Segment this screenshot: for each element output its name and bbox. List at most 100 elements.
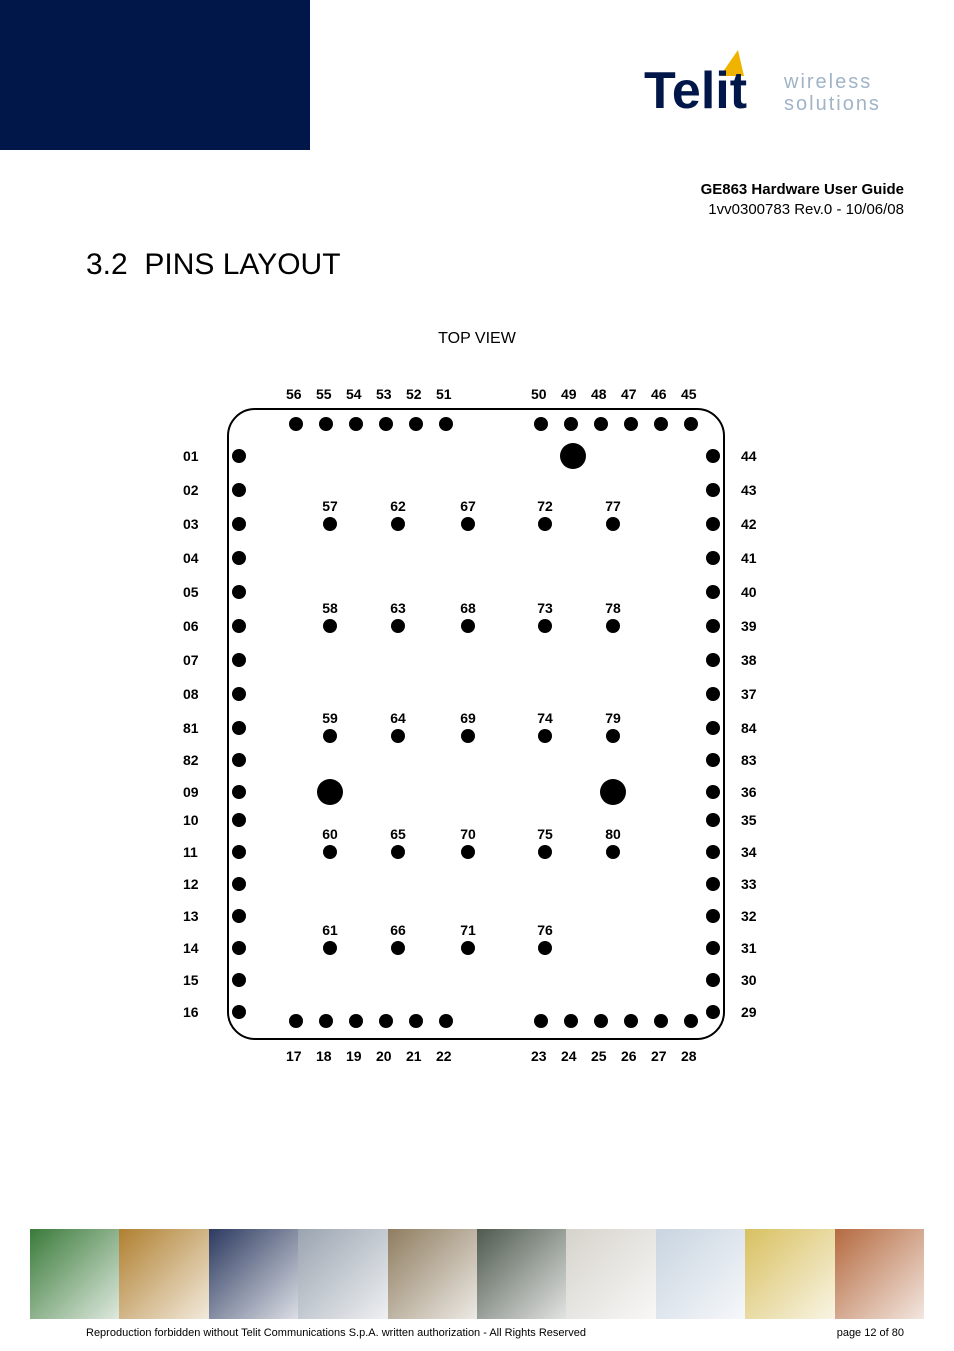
pin-label-inner-77: 77 (603, 498, 623, 514)
pin-right-40 (706, 585, 720, 599)
pin-right-42 (706, 517, 720, 531)
pin-label-right-37: 37 (741, 686, 757, 702)
pin-right-39 (706, 619, 720, 633)
pin-label-right-29: 29 (741, 1004, 757, 1020)
pin-bottom-25 (594, 1014, 608, 1028)
pin-label-inner-78: 78 (603, 600, 623, 616)
footer-copyright: Reproduction forbidden without Telit Com… (86, 1327, 586, 1339)
pin-label-right-39: 39 (741, 618, 757, 634)
pin-left-08 (232, 687, 246, 701)
pin-top-51 (439, 417, 453, 431)
pin-bottom-24 (564, 1014, 578, 1028)
pin-label-left-04: 04 (183, 550, 199, 566)
pin-label-left-09: 09 (183, 784, 199, 800)
pin-label-top-56: 56 (286, 386, 302, 402)
pin-label-inner-69: 69 (458, 710, 478, 726)
pin-label-top-47: 47 (621, 386, 637, 402)
pin-left-07 (232, 653, 246, 667)
pin-top-48 (594, 417, 608, 431)
section-heading: 3.2 PINS LAYOUT (86, 248, 341, 282)
pin-top-53 (379, 417, 393, 431)
pin-left-82 (232, 753, 246, 767)
pin-label-left-13: 13 (183, 908, 199, 924)
pin-top-50 (534, 417, 548, 431)
pin-label-bottom-28: 28 (681, 1048, 697, 1064)
pin-left-81 (232, 721, 246, 735)
pin-label-left-14: 14 (183, 940, 199, 956)
pin-label-top-50: 50 (531, 386, 547, 402)
pin-top-56 (289, 417, 303, 431)
pin-left-13 (232, 909, 246, 923)
pin-label-bottom-19: 19 (346, 1048, 362, 1064)
pin-label-inner-66: 66 (388, 922, 408, 938)
footer-band-2 (209, 1229, 298, 1319)
pin-label-inner-80: 80 (603, 826, 623, 842)
doc-title: GE863 Hardware User Guide (701, 180, 904, 200)
pin-label-inner-61: 61 (320, 922, 340, 938)
footer-band-0 (30, 1229, 119, 1319)
pin-label-left-01: 01 (183, 448, 199, 464)
pin-label-right-34: 34 (741, 844, 757, 860)
pin-label-inner-71: 71 (458, 922, 478, 938)
pin-label-right-36: 36 (741, 784, 757, 800)
pin-left-14 (232, 941, 246, 955)
pin-right-84 (706, 721, 720, 735)
pin-left-15 (232, 973, 246, 987)
pin-inner-75 (538, 845, 552, 859)
footer-image-strip (30, 1229, 924, 1319)
pin-label-bottom-18: 18 (316, 1048, 332, 1064)
pin-left-01 (232, 449, 246, 463)
pin-label-right-83: 83 (741, 752, 757, 768)
pin-label-inner-70: 70 (458, 826, 478, 842)
pin-inner-61 (323, 941, 337, 955)
pin-label-left-11: 11 (183, 844, 198, 860)
pin-bottom-22 (439, 1014, 453, 1028)
pin-right-41 (706, 551, 720, 565)
pin-inner-58 (323, 619, 337, 633)
pin-label-right-42: 42 (741, 516, 757, 532)
pin-label-right-44: 44 (741, 448, 757, 464)
footer-band-5 (477, 1229, 566, 1319)
pin-label-left-10: 10 (183, 812, 199, 828)
pin-label-inner-58: 58 (320, 600, 340, 616)
brand-logo: Telit wireless solutions (644, 50, 904, 120)
pin-label-bottom-25: 25 (591, 1048, 607, 1064)
pin-label-left-15: 15 (183, 972, 199, 988)
pin-label-inner-64: 64 (388, 710, 408, 726)
pin-label-inner-59: 59 (320, 710, 340, 726)
pin-inner-74 (538, 729, 552, 743)
pin-label-right-40: 40 (741, 584, 757, 600)
pin-label-top-51: 51 (436, 386, 452, 402)
pin-bottom-18 (319, 1014, 333, 1028)
pin-label-top-49: 49 (561, 386, 577, 402)
pin-inner-70 (461, 845, 475, 859)
pin-label-left-05: 05 (183, 584, 199, 600)
pin-diagram: 0102030405060708818209101112131415164443… (185, 378, 765, 1092)
pin-label-top-45: 45 (681, 386, 697, 402)
pin-label-inner-72: 72 (535, 498, 555, 514)
diagram-subtitle: TOP VIEW (0, 330, 954, 348)
pin-inner-72 (538, 517, 552, 531)
pin-bottom-17 (289, 1014, 303, 1028)
pin-left-16 (232, 1005, 246, 1019)
pin-inner-78 (606, 619, 620, 633)
pin-label-inner-57: 57 (320, 498, 340, 514)
pin-bottom-23 (534, 1014, 548, 1028)
pin-inner-57 (323, 517, 337, 531)
pin-label-bottom-24: 24 (561, 1048, 577, 1064)
pin-label-inner-65: 65 (388, 826, 408, 842)
pin-right-32 (706, 909, 720, 923)
pin-inner-64 (391, 729, 405, 743)
pin-label-inner-73: 73 (535, 600, 555, 616)
pin-label-bottom-21: 21 (406, 1048, 422, 1064)
pin-inner-77 (606, 517, 620, 531)
pin-left-03 (232, 517, 246, 531)
pin-label-right-32: 32 (741, 908, 757, 924)
pin-inner-69 (461, 729, 475, 743)
pin-left-11 (232, 845, 246, 859)
pin-label-inner-63: 63 (388, 600, 408, 616)
pin-label-right-38: 38 (741, 652, 757, 668)
pin-top-55 (319, 417, 333, 431)
pin-inner-65 (391, 845, 405, 859)
footer-band-3 (298, 1229, 387, 1319)
